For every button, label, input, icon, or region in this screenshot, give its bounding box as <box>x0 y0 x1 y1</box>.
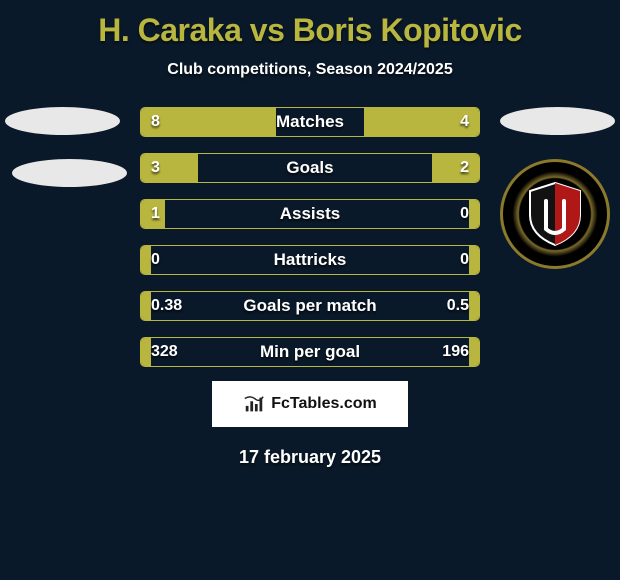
value-left: 0.38 <box>151 292 182 320</box>
bar-right <box>469 338 479 366</box>
bar-right <box>469 246 479 274</box>
comparison-row: 00Hattricks <box>140 245 480 275</box>
comparison-row: 84Matches <box>140 107 480 137</box>
value-right: 0.5 <box>447 292 469 320</box>
infographic-container: H. Caraka vs Boris Kopitovic Club compet… <box>0 0 620 468</box>
shield-icon <box>526 181 584 247</box>
attribution-badge: FcTables.com <box>212 381 408 427</box>
value-right: 2 <box>460 154 469 182</box>
bar-gap <box>276 108 364 136</box>
bar-gap <box>151 246 469 274</box>
value-left: 0 <box>151 246 160 274</box>
comparison-row: 32Goals <box>140 153 480 183</box>
bar-left <box>141 246 151 274</box>
player-right-placeholder-1 <box>500 107 615 135</box>
date-label: 17 february 2025 <box>0 447 620 468</box>
value-left: 328 <box>151 338 178 366</box>
club-badge <box>500 159 610 269</box>
comparison-row: 328196Min per goal <box>140 337 480 367</box>
chart-icon <box>243 393 265 415</box>
value-left: 1 <box>151 200 160 228</box>
bar-right <box>469 292 479 320</box>
bar-gap <box>151 338 469 366</box>
value-right: 196 <box>442 338 469 366</box>
subtitle: Club competitions, Season 2024/2025 <box>0 61 620 79</box>
page-title: H. Caraka vs Boris Kopitovic <box>0 12 620 49</box>
attribution-text: FcTables.com <box>271 395 377 413</box>
bar-gap <box>151 292 469 320</box>
player-left-placeholder-2 <box>12 159 127 187</box>
bar-right <box>469 200 479 228</box>
value-right: 0 <box>460 246 469 274</box>
value-right: 4 <box>460 108 469 136</box>
comparison-row: 0.380.5Goals per match <box>140 291 480 321</box>
bar-left <box>141 292 151 320</box>
value-left: 8 <box>151 108 160 136</box>
bar-gap <box>198 154 431 182</box>
player-left-placeholder-1 <box>5 107 120 135</box>
chart-area: 84Matches32Goals10Assists00Hattricks0.38… <box>0 107 620 369</box>
value-left: 3 <box>151 154 160 182</box>
comparison-rows: 84Matches32Goals10Assists00Hattricks0.38… <box>140 107 480 383</box>
bar-left <box>141 338 151 366</box>
value-right: 0 <box>460 200 469 228</box>
club-badge-circle <box>500 159 610 269</box>
comparison-row: 10Assists <box>140 199 480 229</box>
bar-left <box>141 154 198 182</box>
bar-right <box>432 154 479 182</box>
bar-left <box>141 108 276 136</box>
bar-gap <box>165 200 469 228</box>
